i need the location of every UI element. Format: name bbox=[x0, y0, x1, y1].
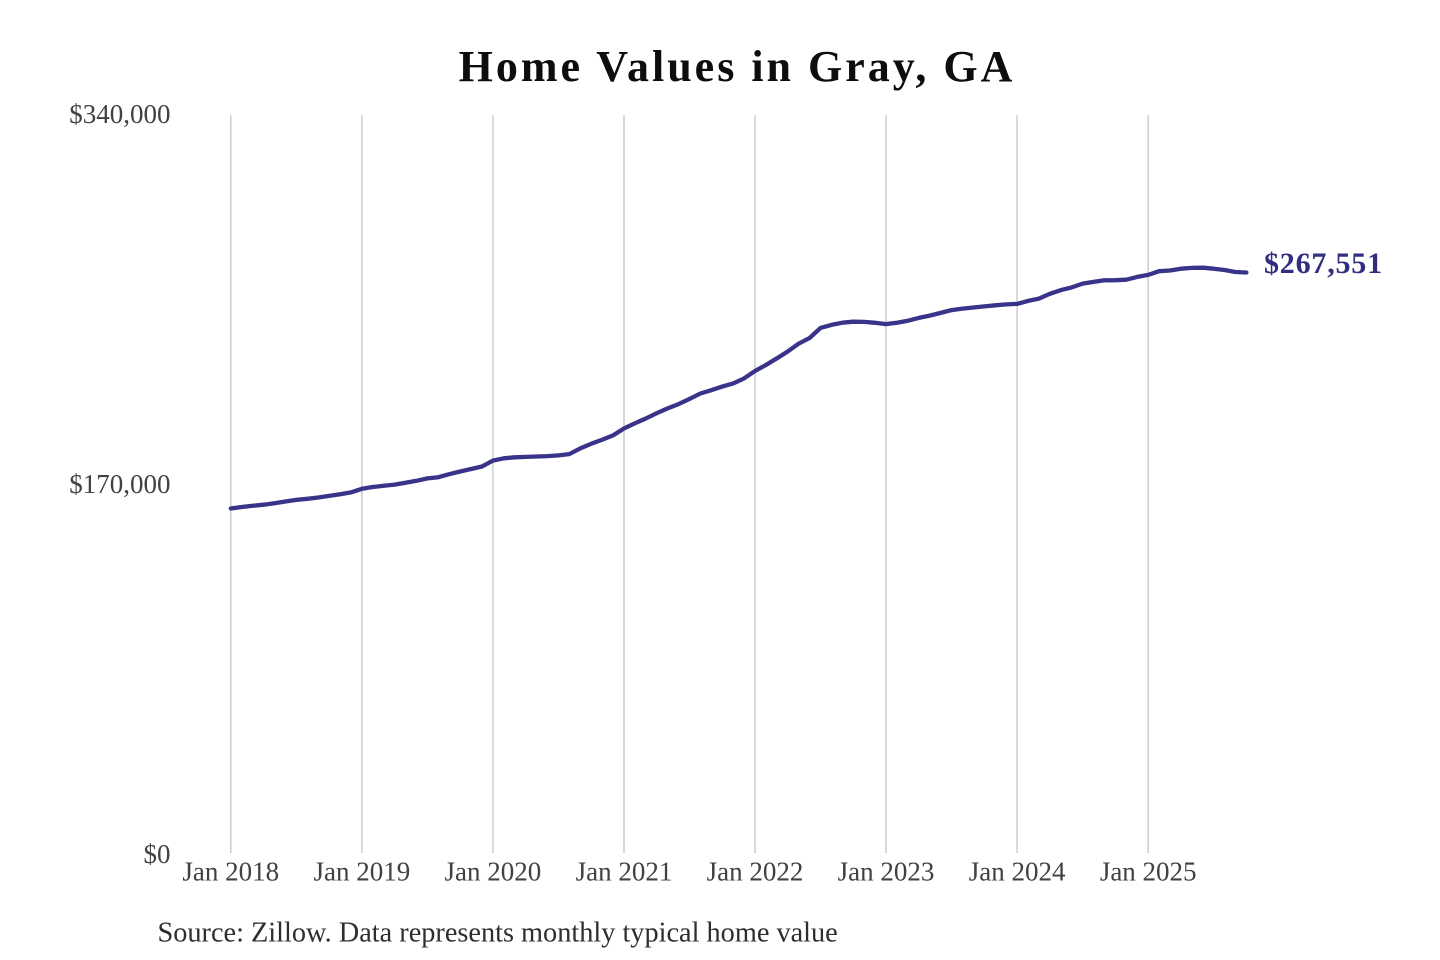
svg-text:Jan 2023: Jan 2023 bbox=[838, 856, 935, 886]
svg-text:Jan 2018: Jan 2018 bbox=[182, 856, 279, 886]
svg-text:$0: $0 bbox=[144, 839, 171, 869]
svg-text:Jan 2021: Jan 2021 bbox=[576, 856, 673, 886]
svg-text:Jan 2022: Jan 2022 bbox=[707, 856, 804, 886]
svg-text:$267,551: $267,551 bbox=[1264, 247, 1383, 280]
svg-text:$170,000: $170,000 bbox=[69, 469, 170, 499]
svg-text:Jan 2024: Jan 2024 bbox=[969, 856, 1066, 886]
svg-text:Jan 2020: Jan 2020 bbox=[445, 856, 542, 886]
svg-text:Jan 2025: Jan 2025 bbox=[1100, 856, 1197, 886]
svg-text:Source: Zillow. Data represent: Source: Zillow. Data represents monthly … bbox=[158, 918, 838, 949]
svg-text:Jan 2019: Jan 2019 bbox=[314, 856, 411, 886]
svg-text:$340,000: $340,000 bbox=[69, 99, 170, 129]
svg-text:Home Values in Gray, GA: Home Values in Gray, GA bbox=[459, 42, 1016, 91]
